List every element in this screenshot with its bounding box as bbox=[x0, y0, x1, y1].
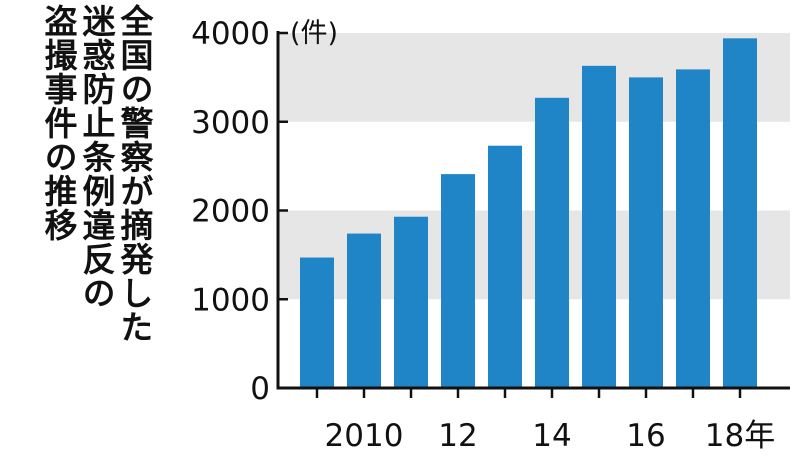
bar-2012 bbox=[441, 174, 475, 388]
y-tick-label: 0 bbox=[250, 371, 270, 407]
x-tick-label: 12 bbox=[438, 418, 477, 454]
x-tick-labels: 2010 12 14 16 18年 bbox=[325, 418, 776, 454]
y-tick-label: 3000 bbox=[191, 105, 270, 141]
bar-2010 bbox=[347, 233, 381, 388]
bar-2013 bbox=[488, 145, 522, 388]
bar-2011 bbox=[394, 216, 428, 388]
bars bbox=[300, 38, 757, 389]
axes bbox=[276, 31, 790, 398]
chart-title: 全国の警察が摘発した 迷惑防止条例違反の 盗撮事件の推移 bbox=[0, 0, 160, 459]
bar-2014 bbox=[535, 97, 569, 388]
grid-band bbox=[278, 33, 790, 122]
y-tick-label: 4000 bbox=[191, 16, 270, 52]
bar-2018 bbox=[723, 38, 757, 388]
bar-2015 bbox=[582, 65, 616, 389]
title-line-1: 全国の警察が摘発した bbox=[115, 4, 154, 344]
x-tick-label: 2010 bbox=[325, 418, 404, 454]
x-tick-label: 14 bbox=[532, 418, 571, 454]
x-tick-label: 16 bbox=[626, 418, 665, 454]
bar-2016 bbox=[629, 77, 663, 388]
title-line-2: 迷惑防止条例違反の bbox=[77, 4, 116, 310]
bar-2017 bbox=[676, 69, 710, 388]
y-tick-label: 1000 bbox=[191, 282, 270, 318]
y-tick-label: 2000 bbox=[191, 194, 270, 230]
title-line-3: 盗撮事件の推移 bbox=[39, 4, 78, 242]
y-axis-unit-label: (件) bbox=[290, 18, 338, 49]
bar-2009 bbox=[300, 257, 334, 388]
x-tick-label: 18年 bbox=[705, 418, 775, 454]
y-tick-labels: 0 1000 2000 3000 4000 bbox=[191, 16, 270, 407]
